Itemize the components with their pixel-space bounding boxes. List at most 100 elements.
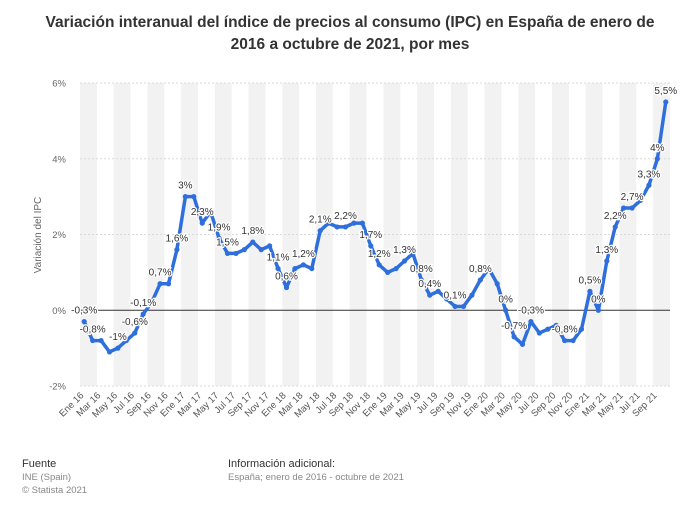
info-heading: Información adicional: [228,458,336,470]
series-line [82,100,668,354]
y-axis-ticks: -2% 0% 2% 4% 6% [49,79,66,393]
data-point [519,341,526,347]
data-point [368,243,374,249]
data-label: -0,8% [80,325,106,336]
data-point [258,247,264,253]
data-point [587,288,593,294]
data-point [654,156,660,162]
data-label: 3,3% [638,169,661,180]
data-label: 0,7% [149,268,172,279]
data-point [427,292,433,298]
data-point [191,194,197,200]
data-label: 5,5% [654,86,677,97]
data-point [106,349,113,355]
data-label: 0% [591,294,606,305]
source-block: Fuente INE (Spain) © Statista 2021 [22,458,87,497]
data-point [570,337,576,344]
data-label: 3% [178,181,193,192]
data-point [90,337,96,344]
data-point [342,224,349,230]
data-point [224,250,231,257]
data-label: 1,6% [166,234,189,245]
data-point [663,99,669,105]
data-label: 1,9% [208,222,231,233]
data-point [157,281,163,287]
y-axis-label: Variación del IPC [33,197,44,274]
data-point [553,322,559,328]
data-point [359,220,365,226]
data-point [165,281,172,287]
data-point [536,330,542,336]
data-label: 1,3% [595,245,618,256]
data-point [562,337,568,344]
data-label: -0,7% [501,321,527,332]
data-point [578,326,585,332]
source-heading: Fuente [22,458,57,470]
data-point [241,247,247,253]
data-point [300,262,306,268]
data-point [460,303,467,310]
data-label: 1,8% [241,226,264,237]
data-point [351,220,357,226]
data-point [393,265,399,272]
data-label: 0,4% [418,279,441,290]
y-tick-label: 6% [52,79,66,90]
data-point [545,326,551,332]
data-point [123,337,129,344]
source-line: INE (Spain) [22,472,72,483]
data-point [283,284,290,291]
data-label: 1,3% [393,245,416,256]
data-point [182,194,188,200]
data-point [486,265,492,272]
data-point [376,262,382,268]
data-label: 0,8% [469,264,492,275]
data-label: 0,1% [444,290,467,301]
data-point [174,247,180,253]
data-point [418,277,424,283]
data-label: 0,5% [579,275,602,286]
data-label: 2,3% [191,207,214,218]
data-label: 2,2% [604,211,627,222]
data-point [435,288,441,294]
y-tick-label: 2% [52,230,66,241]
data-label: 1,5% [216,237,239,248]
data-point [334,224,340,230]
data-point [444,296,450,302]
data-label: -0,8% [552,325,578,336]
data-label: -0,3% [518,306,544,317]
data-point [511,334,517,340]
data-label: 0,6% [275,272,298,283]
data-labels: -0,3%-0,8%-1%-0,6%-0,1%0,7%1,6%3%2,3%1,9… [70,85,679,345]
data-label: -0,6% [122,317,148,328]
data-point [132,330,138,336]
data-point [267,243,273,249]
copyright-line: © Statista 2021 [22,485,88,496]
y-tick-label: 0% [52,306,66,317]
data-point [612,224,618,230]
data-label: 2,7% [621,192,644,203]
data-point [233,250,239,257]
series-line-group [82,100,668,354]
data-point [309,265,315,272]
data-point [452,303,458,310]
data-label: -1% [109,332,127,343]
data-point [98,337,104,344]
data-point [140,311,146,317]
data-point [469,292,475,298]
data-label: 1,2% [292,249,315,260]
data-point [199,220,205,226]
data-point [275,265,281,272]
data-point [503,307,509,313]
y-tick-label: 4% [52,154,66,165]
data-point [216,235,222,241]
data-label: -0,3% [71,306,97,317]
data-point [629,205,635,211]
data-point [385,269,391,275]
data-point [595,307,601,313]
data-label: 0% [498,294,513,305]
data-label: 2,1% [309,215,332,226]
data-label: 0,8% [410,264,433,275]
data-point [494,281,500,287]
